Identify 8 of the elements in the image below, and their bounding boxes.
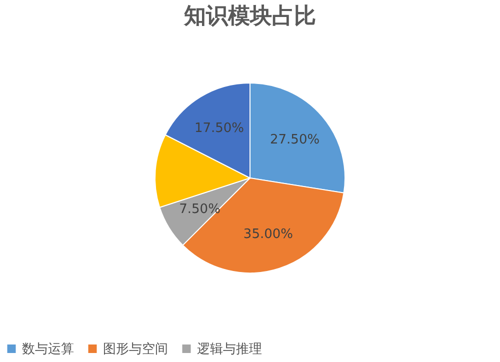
chart-title: 知识模块占比 xyxy=(183,4,316,29)
legend-label: 数与运算 xyxy=(22,342,74,357)
data-label: 7.50% xyxy=(179,202,220,217)
data-label: 35.00% xyxy=(243,227,293,242)
data-label: 27.50% xyxy=(270,132,320,148)
legend-label: 逻辑与推理 xyxy=(197,342,262,357)
data-label: 17.50% xyxy=(194,120,244,136)
legend-label: 图形与空间 xyxy=(103,342,168,357)
